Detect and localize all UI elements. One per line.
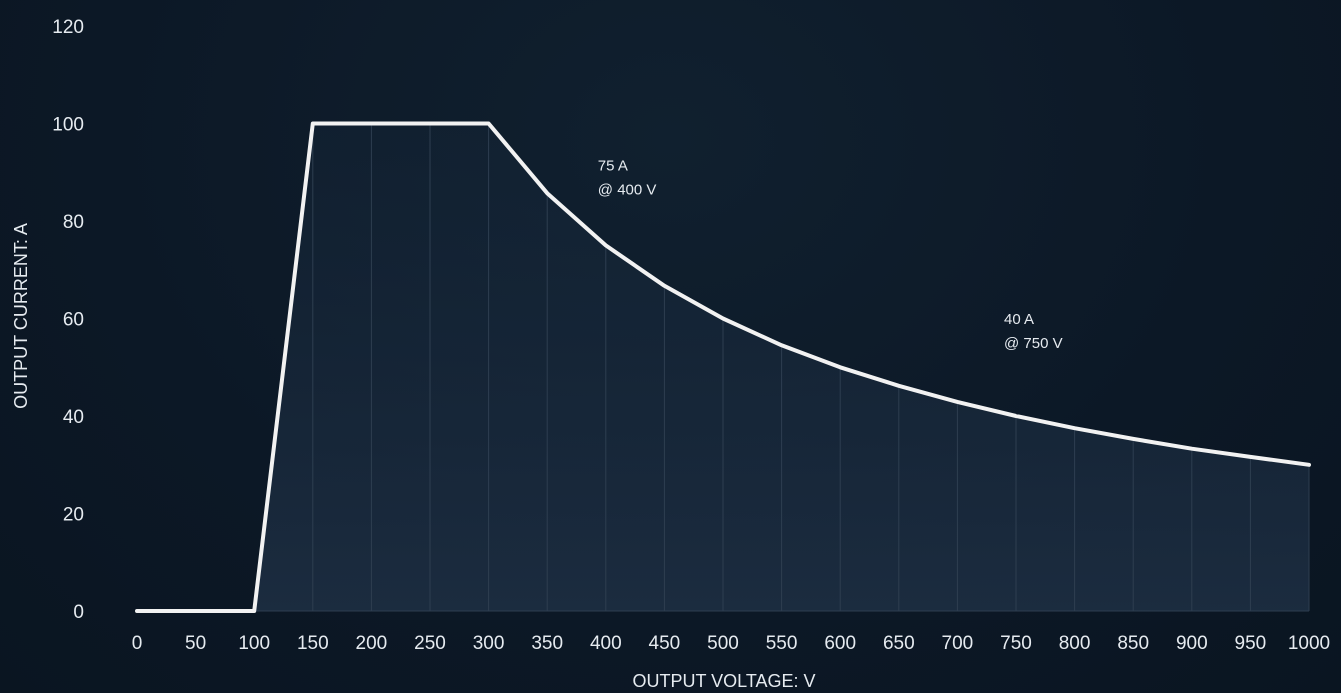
x-axis-title: OUTPUT VOLTAGE: V — [632, 671, 815, 691]
y-tick-label: 80 — [63, 212, 84, 233]
x-tick-label: 100 — [238, 633, 270, 654]
x-tick-label: 650 — [883, 633, 915, 654]
annotation: 40 A @ 750 V — [1004, 311, 1063, 352]
y-tick-label: 120 — [52, 17, 84, 38]
line-layer — [135, 121, 1311, 613]
y-tick-label: 100 — [52, 115, 84, 136]
y-tick-label: 20 — [63, 505, 84, 526]
y-tick-labels: 0 20 40 60 80 100 120 — [52, 17, 84, 623]
x-tick-label: 250 — [414, 633, 446, 654]
x-tick-label: 500 — [707, 633, 739, 654]
x-tick-label: 450 — [649, 633, 681, 654]
grid-layer — [137, 123, 1310, 612]
annotations: 75 A @ 400 V 40 A @ 750 V — [598, 157, 1063, 352]
annotation-line: 75 A — [598, 157, 628, 174]
y-axis-title: OUTPUT CURRENT: A — [11, 223, 31, 409]
annotation: 75 A @ 400 V — [598, 157, 657, 198]
x-tick-label: 200 — [356, 633, 388, 654]
annotation-line: @ 750 V — [1004, 335, 1063, 352]
y-tick-label: 40 — [63, 407, 84, 428]
x-tick-label: 1000 — [1288, 633, 1330, 654]
annotation-line: @ 400 V — [598, 181, 657, 198]
x-tick-label: 750 — [1000, 633, 1032, 654]
x-tick-labels: 0 50 100 150 200 250 300 350 400 450 500 550 600 650 7… — [132, 633, 1330, 654]
annotation-line: 40 A — [1004, 311, 1034, 328]
y-tick-label: 60 — [63, 310, 84, 331]
x-tick-label: 50 — [185, 633, 206, 654]
x-tick-label: 900 — [1176, 633, 1208, 654]
series-line — [135, 121, 1311, 613]
x-tick-label: 700 — [942, 633, 974, 654]
x-tick-label: 350 — [531, 633, 563, 654]
x-tick-label: 800 — [1059, 633, 1091, 654]
x-tick-label: 300 — [473, 633, 505, 654]
x-tick-label: 850 — [1117, 633, 1149, 654]
x-tick-label: 400 — [590, 633, 622, 654]
x-tick-label: 600 — [824, 633, 856, 654]
x-tick-label: 0 — [132, 633, 143, 654]
x-tick-label: 950 — [1235, 633, 1267, 654]
x-tick-label: 150 — [297, 633, 329, 654]
y-tick-label: 0 — [73, 602, 84, 623]
x-tick-label: 550 — [766, 633, 798, 654]
